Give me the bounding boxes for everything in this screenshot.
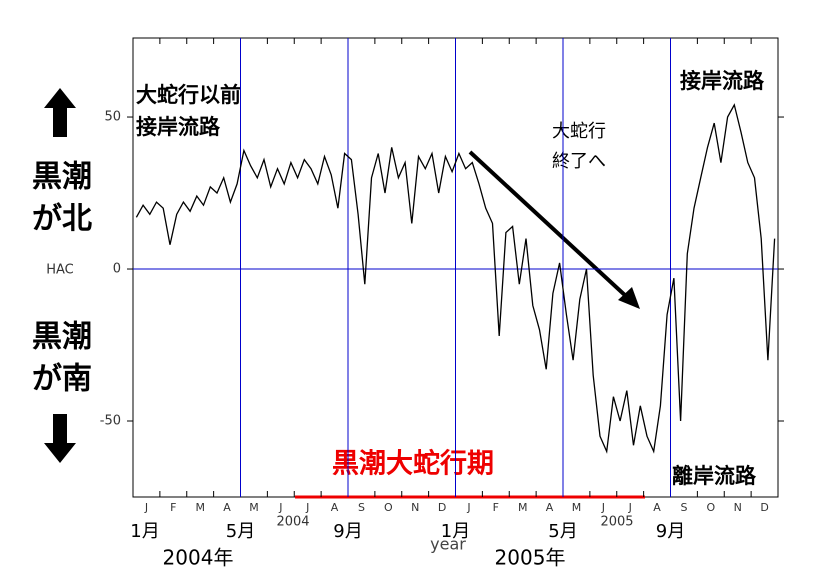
axis-year: 2004 (276, 515, 309, 530)
month-letter: S (680, 501, 687, 514)
annotation: 離岸流路 (672, 464, 757, 488)
year-label: 2004年 (163, 546, 234, 570)
month-letter: J (305, 501, 309, 514)
month-letter: O (706, 501, 715, 514)
axis-year: 2005 (600, 515, 633, 530)
month-letter: J (628, 501, 632, 514)
annotation: 接岸流路 (136, 115, 221, 139)
down-arrow (44, 414, 76, 463)
month-letter: N (734, 501, 742, 514)
month-letter: A (331, 501, 339, 514)
annotation: 大蛇行以前 (136, 83, 241, 107)
month-letter: D (760, 501, 768, 514)
period-label: 黒潮大蛇行期 (332, 448, 494, 480)
month-letter: J (601, 501, 605, 514)
month-letter: A (546, 501, 554, 514)
month-label: 1月 (441, 521, 470, 542)
month-letter: M (572, 501, 582, 514)
month-letter: J (466, 501, 470, 514)
month-label: 9月 (333, 521, 362, 542)
month-letter: S (358, 501, 365, 514)
y-axis-label: HAC (46, 263, 74, 278)
data-line (135, 103, 776, 454)
month-letter: F (170, 501, 176, 514)
north-label: が北 (32, 202, 92, 237)
y-tick-label: 50 (104, 110, 121, 125)
month-letter: F (493, 501, 499, 514)
trend-arrow (468, 150, 630, 300)
month-letter: J (144, 501, 148, 514)
month-label: 5月 (226, 521, 255, 542)
y-tick-label: 0 (113, 262, 121, 277)
month-letter: A (653, 501, 661, 514)
annotation: 接岸流路 (680, 69, 765, 93)
annotation: 終了へ (552, 151, 606, 172)
x-axis-label: year (430, 535, 466, 554)
month-letter: D (438, 501, 446, 514)
y-tick-label: -50 (100, 414, 121, 429)
month-label: 9月 (656, 521, 685, 542)
month-letter: M (249, 501, 259, 514)
month-letter: M (195, 501, 205, 514)
month-letter: A (223, 501, 231, 514)
year-label: 2005年 (495, 546, 566, 570)
south-label: が南 (32, 362, 92, 397)
month-letter: O (384, 501, 393, 514)
month-letter: J (278, 501, 282, 514)
south-label: 黒潮 (32, 320, 92, 355)
month-letter: M (518, 501, 528, 514)
month-label: 1月 (130, 521, 159, 542)
annotation: 大蛇行 (552, 121, 606, 142)
month-letter: N (411, 501, 419, 514)
trend-arrow-head (618, 287, 640, 309)
up-arrow (44, 88, 76, 137)
month-label: 5月 (548, 521, 577, 542)
north-label: 黒潮 (32, 160, 92, 195)
